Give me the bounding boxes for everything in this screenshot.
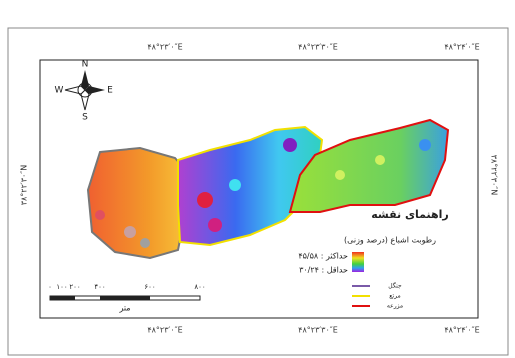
map-frame	[39, 59, 479, 319]
scale-tick: ۸۰۰	[194, 283, 205, 291]
legend-max: حداکثر : ۴۵/۵۸	[298, 252, 348, 261]
hotspot	[283, 138, 297, 152]
scale-tick: ۰	[48, 283, 52, 291]
compass-n: N	[82, 60, 89, 70]
hotspot	[375, 155, 385, 165]
bottom-coord: ۴۸°۲۳′۰″E	[147, 326, 182, 335]
color-ramp	[352, 252, 364, 272]
legend-line-label: جنگل	[388, 282, 402, 290]
legend: راهنمای نقشه رطوبت اشباع (درصد وزنی) حدا…	[298, 208, 448, 310]
hotspot	[208, 218, 222, 232]
scale-tick: ۶۰۰	[144, 283, 155, 291]
compass-w: W	[55, 86, 64, 96]
north-arrow: N S W E	[55, 60, 114, 123]
bottom-coord: ۴۸°۲۳′۳۰″E	[298, 326, 338, 335]
hotspot	[197, 192, 213, 208]
legend-line-label: مرتع	[389, 293, 400, 300]
farmland-region	[288, 118, 450, 213]
compass-s: S	[82, 113, 88, 123]
compass-e: E	[107, 86, 113, 96]
hotspot	[419, 139, 431, 151]
hotspot	[335, 170, 345, 180]
legend-title: راهنمای نقشه	[371, 208, 449, 221]
forest-region	[86, 146, 192, 260]
right-coord: ۳۸°۲۲′۳۰″N	[490, 155, 499, 196]
top-coord: ۴۸°۲۴′۰″E	[444, 43, 479, 52]
legend-line-label: مزرعه	[387, 303, 403, 310]
scale-bar: متر ۰ ۱۰۰ ۲۰۰ ۴۰۰ ۶۰۰ ۸۰۰	[48, 283, 206, 313]
coordinate-labels: ۴۸°۲۳′۰″E ۴۸°۲۳′۳۰″E ۴۸°۲۴′۰″E ۴۸°۲۳′۰″E ۴۸°…	[20, 43, 499, 335]
hotspot	[124, 226, 136, 238]
legend-min: حداقل : ۳۰/۲۴	[299, 266, 348, 275]
hotspot	[229, 179, 241, 191]
top-coord: ۴۸°۲۳′۳۰″E	[298, 43, 338, 52]
outer-frame	[7, 27, 509, 356]
hotspot	[95, 210, 105, 220]
left-coord: ۳۸°۲۲′۳۰″N	[20, 165, 29, 206]
legend-subtitle: رطوبت اشباع (درصد وزنی)	[344, 236, 436, 245]
top-coord: ۴۸°۲۳′۰″E	[147, 43, 182, 52]
scale-tick: ۱۰۰	[56, 283, 67, 291]
scale-tick: ۴۰۰	[94, 283, 105, 291]
bottom-coord: ۴۸°۲۴′۰″E	[444, 326, 479, 335]
hotspot	[140, 238, 150, 248]
scale-tick: ۲۰۰	[69, 283, 80, 291]
scale-unit: متر	[118, 304, 130, 313]
